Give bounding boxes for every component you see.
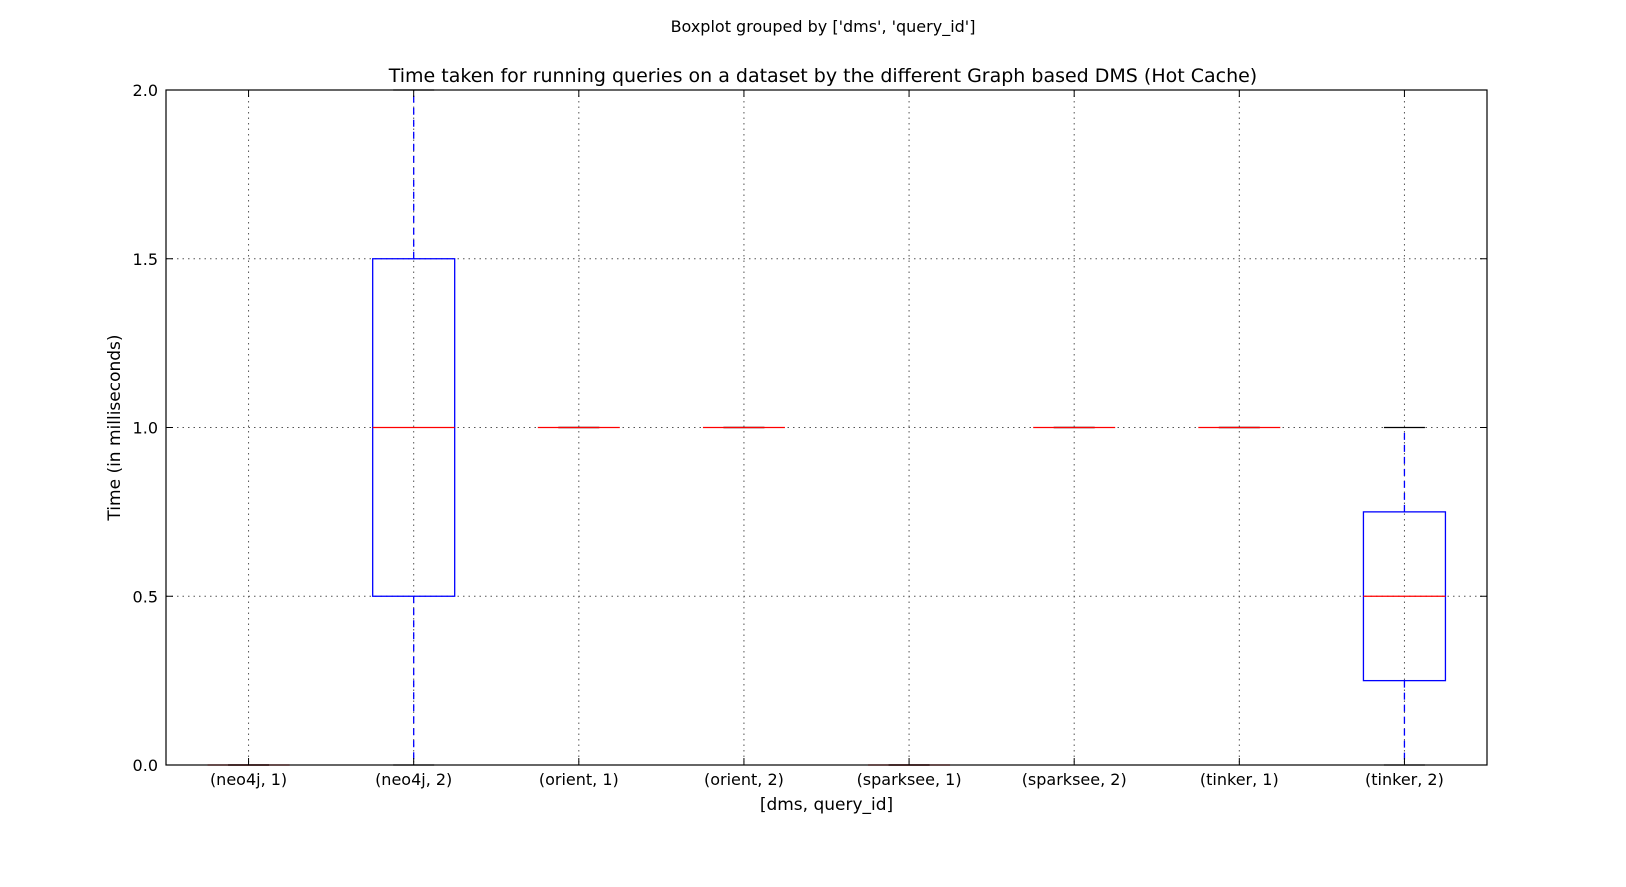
x-tick-label: (orient, 1): [539, 770, 619, 789]
x-tick-label: (neo4j, 1): [210, 770, 287, 789]
x-tick-label: (tinker, 1): [1200, 770, 1279, 789]
grid-lines: [166, 89, 1487, 766]
x-tick-label: (sparksee, 1): [857, 770, 962, 789]
y-tick-label: 0.5: [133, 587, 158, 606]
chart-title: Time taken for running queries on a data…: [388, 65, 1257, 87]
x-axis-label: [dms, query_id]: [760, 795, 893, 815]
y-axis-label: Time (in milliseconds): [105, 334, 125, 521]
x-tick-label: (tinker, 2): [1365, 770, 1444, 789]
figure-suptitle: Boxplot grouped by ['dms', 'query_id']: [671, 17, 976, 37]
y-tick-label: 2.0: [133, 81, 158, 100]
x-tick-label: (neo4j, 2): [375, 770, 452, 789]
y-tick-label: 1.0: [133, 419, 158, 438]
y-tick-label: 0.0: [133, 756, 158, 775]
axis-ticks: 0.0 0.5 1.0 1.5 2.0 (neo4j, 1) (neo4j, 2) (orie…: [133, 81, 1487, 789]
y-tick-label: 1.5: [133, 250, 158, 269]
x-tick-label: (orient, 2): [704, 770, 784, 789]
x-tick-label: (sparksee, 2): [1022, 770, 1127, 789]
box-group: [372, 89, 456, 766]
box-group: [1362, 426, 1447, 766]
